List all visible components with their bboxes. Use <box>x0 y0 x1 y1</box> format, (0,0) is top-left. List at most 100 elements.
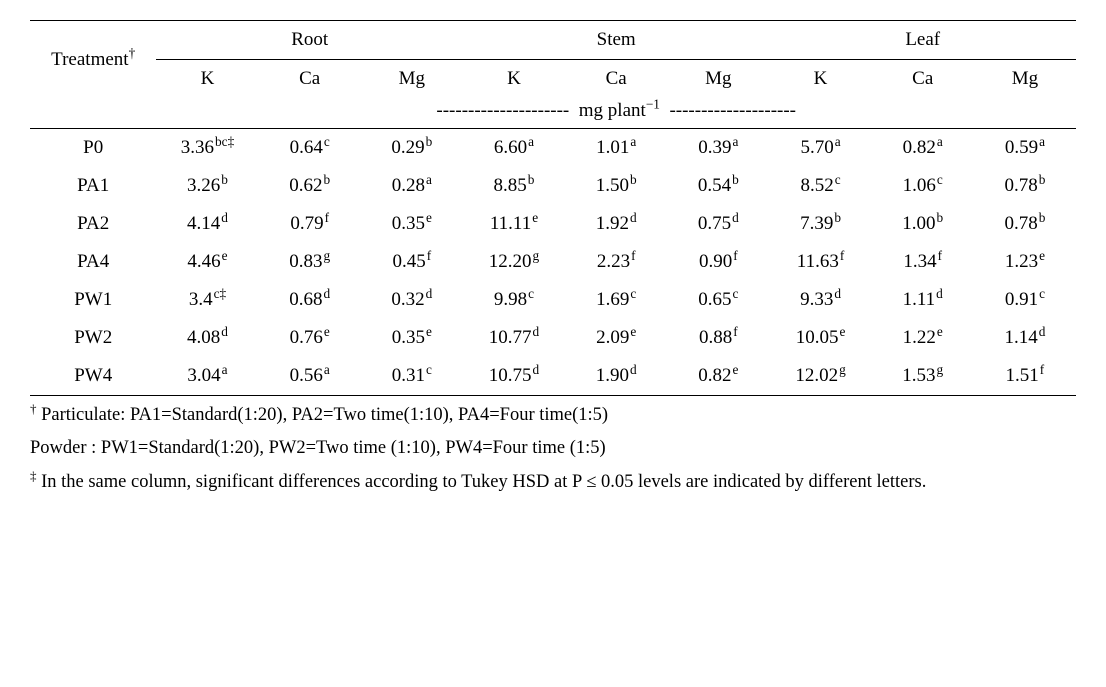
value-cell: 12.02g <box>769 357 871 396</box>
value-cell: 7.39b <box>769 205 871 243</box>
value-number: 0.82 <box>698 365 731 386</box>
value-number: 1.11 <box>903 289 936 310</box>
treatment-header: Treatment† <box>30 21 156 99</box>
subcol-leaf-ca: Ca <box>872 60 974 99</box>
value-number: 1.90 <box>596 365 629 386</box>
value-number: 0.82 <box>903 137 936 158</box>
value-number: 2.23 <box>597 251 630 272</box>
value-cell: 0.35e <box>361 319 463 357</box>
value-cell: 3.4c‡ <box>156 281 258 319</box>
unit-sup: −1 <box>646 97 660 112</box>
treatment-cell: P0 <box>30 129 156 168</box>
value-number: 8.85 <box>494 175 527 196</box>
value-number: 1.50 <box>596 175 629 196</box>
footnote-2: Powder : PW1=Standard(1:20), PW2=Two tim… <box>30 433 1076 464</box>
value-number: 4.46 <box>187 251 220 272</box>
value-number: 0.76 <box>290 327 323 348</box>
treatment-cell: PW2 <box>30 319 156 357</box>
value-superscript: e <box>1038 248 1045 263</box>
value-number: 9.33 <box>800 289 833 310</box>
value-superscript: b <box>425 134 433 149</box>
value-superscript: g <box>838 362 846 377</box>
subcol-leaf-k: K <box>769 60 871 99</box>
value-cell: 0.83g <box>259 243 361 281</box>
value-superscript: d <box>731 210 739 225</box>
value-superscript: e <box>732 362 739 377</box>
value-superscript: d <box>322 286 330 301</box>
value-number: 3.36 <box>181 137 214 158</box>
value-number: 5.70 <box>800 137 833 158</box>
value-superscript: e <box>425 324 432 339</box>
value-number: 1.23 <box>1005 251 1038 272</box>
value-number: 1.06 <box>903 175 936 196</box>
value-superscript: a <box>527 134 534 149</box>
treatment-cell: PA4 <box>30 243 156 281</box>
treatment-cell: PA1 <box>30 167 156 205</box>
value-number: 4.08 <box>187 327 220 348</box>
unit-row: --------------------- mg plant−1 -------… <box>30 98 1076 129</box>
value-number: 1.14 <box>1004 327 1037 348</box>
value-cell: 1.92d <box>565 205 667 243</box>
value-superscript: a <box>1038 134 1045 149</box>
value-superscript: b <box>1038 172 1046 187</box>
value-cell: 11.63f <box>769 243 871 281</box>
value-cell: 1.00b <box>872 205 974 243</box>
value-cell: 0.78b <box>974 205 1076 243</box>
table-row: PW43.04a0.56a0.31c10.75d1.90d0.82e12.02g… <box>30 357 1076 396</box>
value-cell: 8.85b <box>463 167 565 205</box>
value-number: 0.35 <box>392 327 425 348</box>
value-superscript: a <box>629 134 636 149</box>
footnote-1: † Particulate: PA1=Standard(1:20), PA2=T… <box>30 400 1076 431</box>
value-superscript: d <box>1038 324 1046 339</box>
value-superscript: b <box>731 172 739 187</box>
subcol-stem-ca: Ca <box>565 60 667 99</box>
value-cell: 0.75d <box>667 205 769 243</box>
value-superscript: c <box>527 286 534 301</box>
value-superscript: b <box>220 172 228 187</box>
value-superscript: c <box>1038 286 1045 301</box>
value-number: 3.4 <box>189 289 213 310</box>
value-cell: 1.51f <box>974 357 1076 396</box>
value-number: 12.20 <box>489 251 532 272</box>
value-number: 1.34 <box>903 251 936 272</box>
value-number: 8.52 <box>800 175 833 196</box>
value-number: 0.91 <box>1005 289 1038 310</box>
value-number: 1.92 <box>596 213 629 234</box>
table-header: Treatment† Root Stem Leaf K Ca Mg K Ca M… <box>30 21 1076 129</box>
value-cell: 0.31c <box>361 357 463 396</box>
value-superscript: f <box>324 210 329 225</box>
value-number: 0.39 <box>698 137 731 158</box>
value-number: 3.26 <box>187 175 220 196</box>
value-number: 0.75 <box>698 213 731 234</box>
value-number: 0.54 <box>698 175 731 196</box>
value-cell: 10.75d <box>463 357 565 396</box>
table-row: PA13.26b0.62b0.28a8.85b1.50b0.54b8.52c1.… <box>30 167 1076 205</box>
value-number: 3.04 <box>187 365 220 386</box>
value-cell: 4.46e <box>156 243 258 281</box>
value-number: 1.01 <box>596 137 629 158</box>
value-superscript: d <box>629 210 637 225</box>
value-cell: 0.82a <box>872 129 974 168</box>
value-superscript: a <box>323 362 330 377</box>
treatment-cell: PA2 <box>30 205 156 243</box>
group-root: Root <box>156 21 463 60</box>
value-cell: 0.35e <box>361 205 463 243</box>
value-cell: 1.53g <box>872 357 974 396</box>
footnotes: † Particulate: PA1=Standard(1:20), PA2=T… <box>30 400 1076 498</box>
value-superscript: bc‡ <box>214 134 234 149</box>
value-number: 1.22 <box>903 327 936 348</box>
value-number: 12.02 <box>795 365 838 386</box>
unit-dashes-left: --------------------- <box>436 100 569 121</box>
subcol-root-mg: Mg <box>361 60 463 99</box>
value-cell: 4.14d <box>156 205 258 243</box>
value-number: 0.35 <box>392 213 425 234</box>
value-cell: 5.70a <box>769 129 871 168</box>
value-cell: 8.52c <box>769 167 871 205</box>
data-table: Treatment† Root Stem Leaf K Ca Mg K Ca M… <box>30 20 1076 396</box>
value-number: 0.31 <box>392 365 425 386</box>
value-superscript: a <box>425 172 432 187</box>
group-leaf: Leaf <box>769 21 1076 60</box>
value-cell: 12.20g <box>463 243 565 281</box>
value-cell: 0.28a <box>361 167 463 205</box>
value-superscript: c <box>425 362 432 377</box>
